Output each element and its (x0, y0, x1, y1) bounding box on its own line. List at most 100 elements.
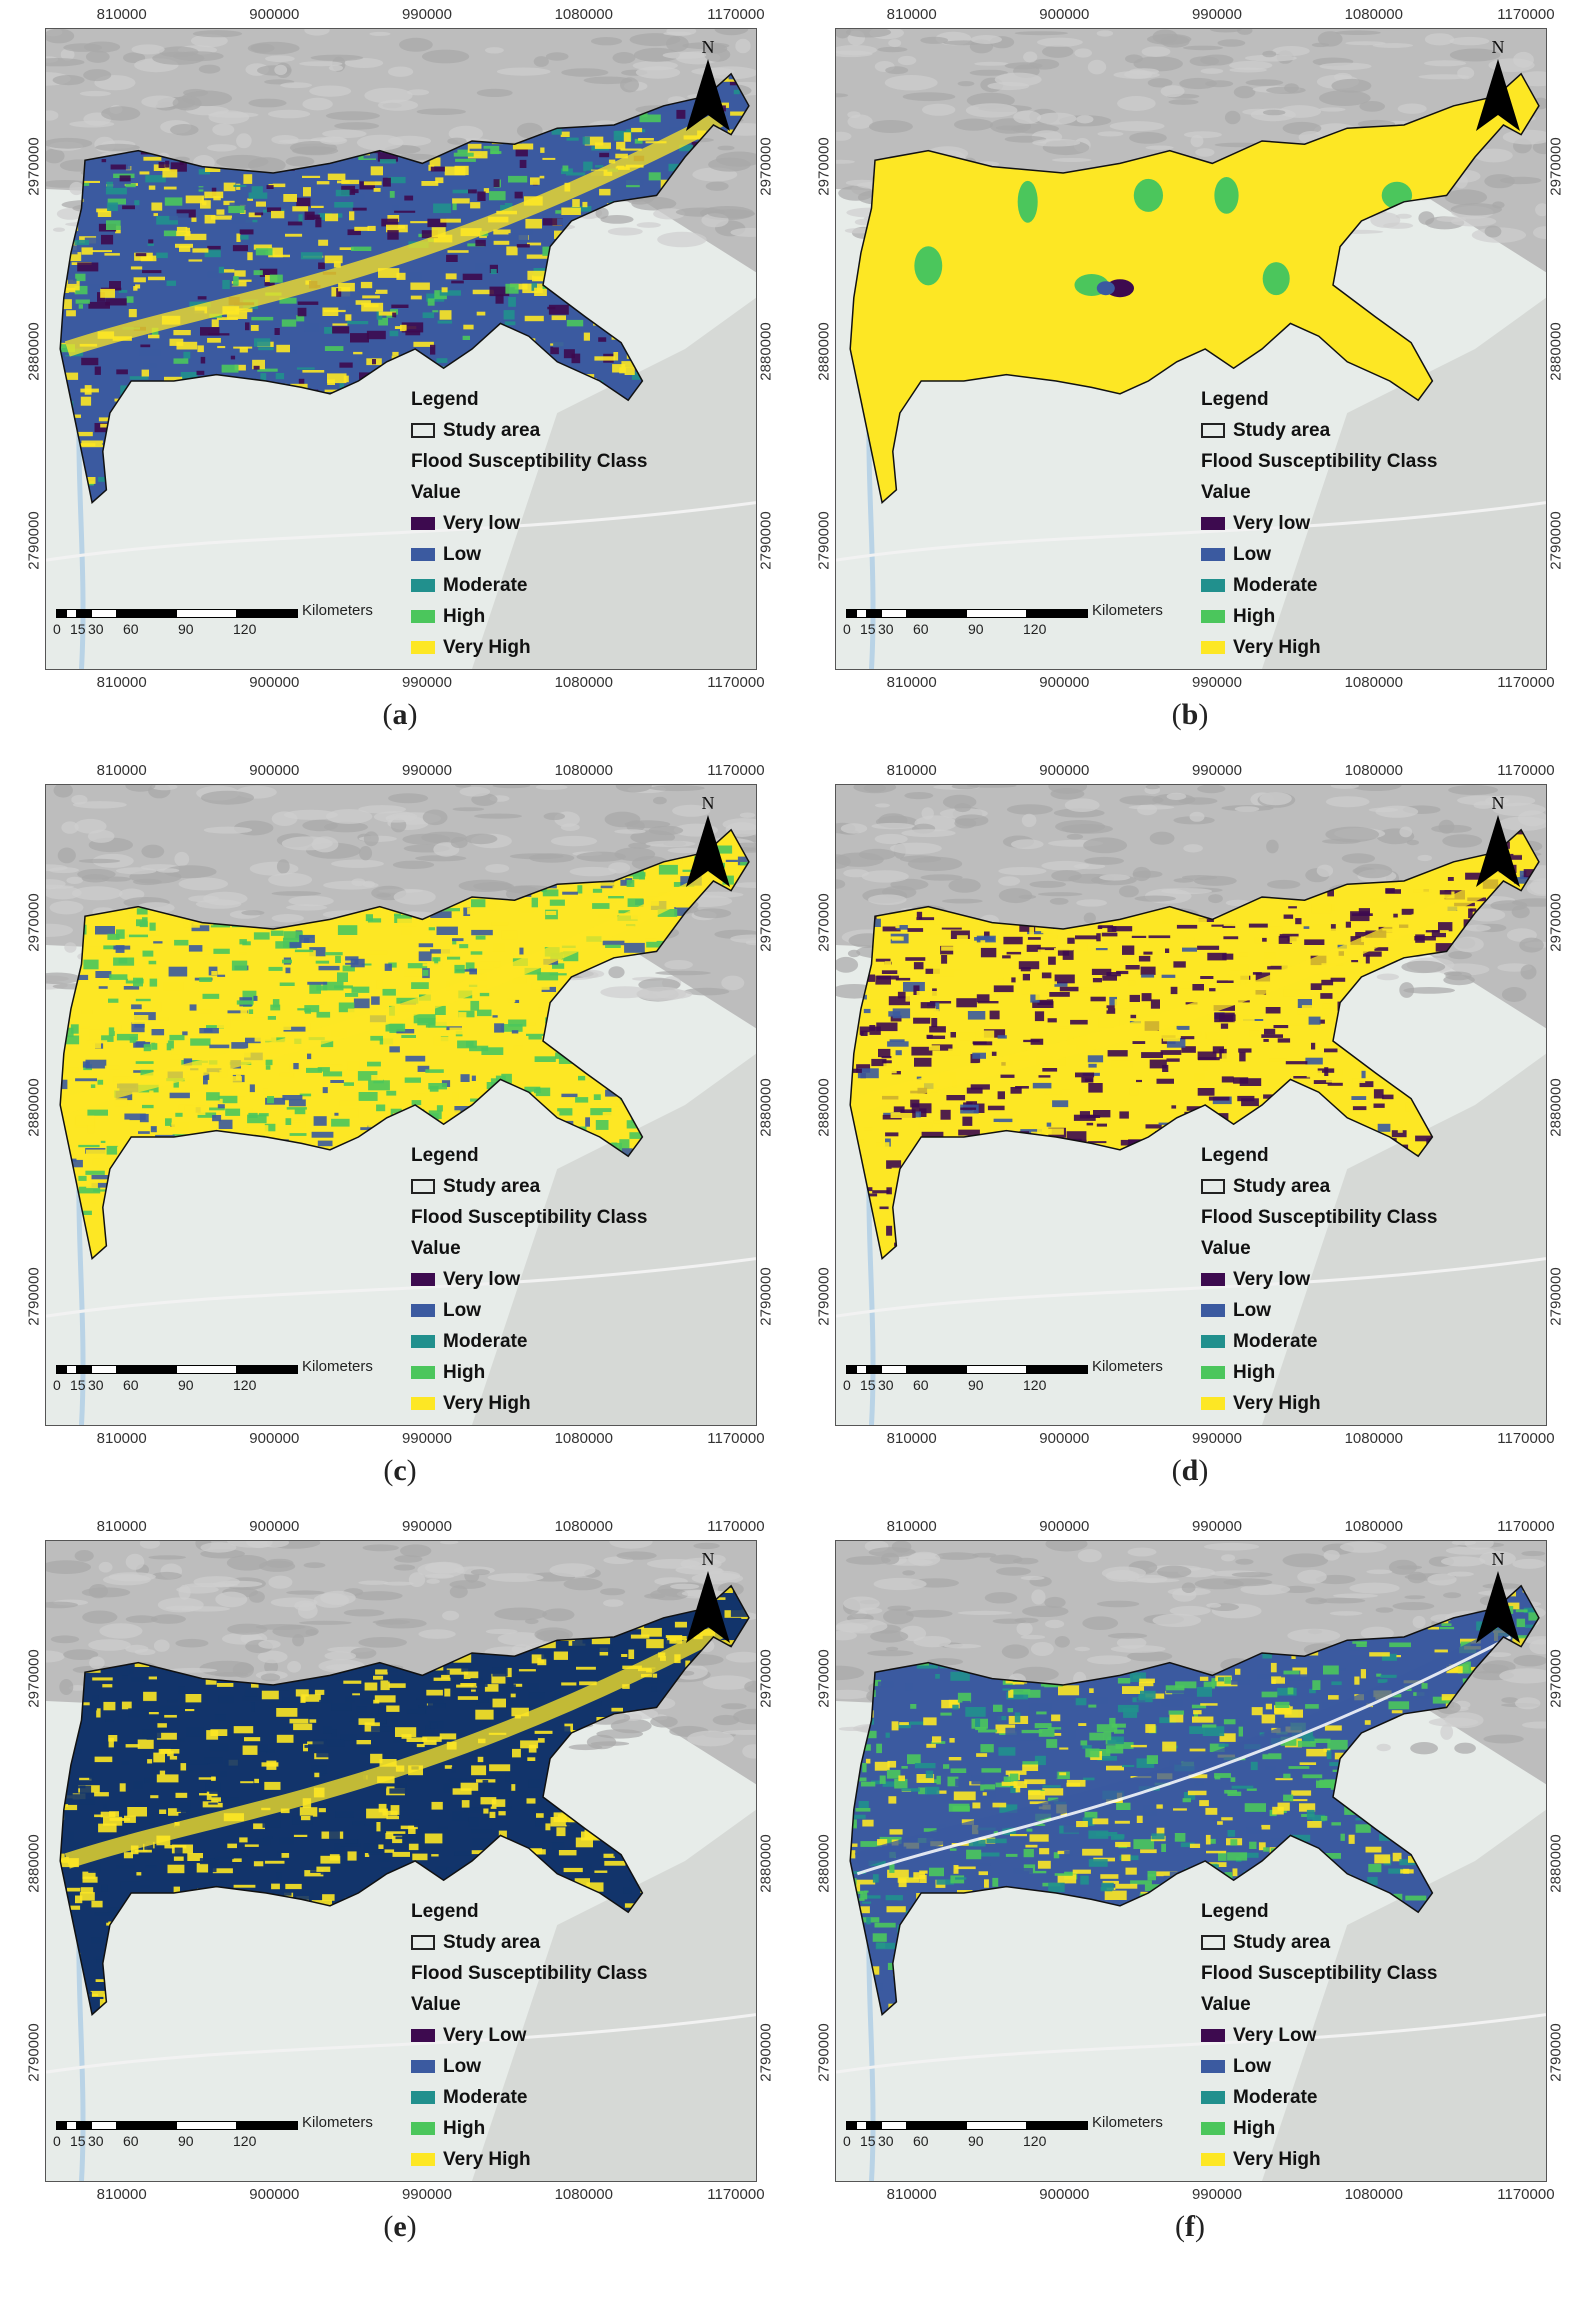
legend-class-low: Low (411, 539, 648, 570)
legend-title: Legend (1201, 384, 1438, 415)
x-tick-label-top: 1170000 (1497, 762, 1555, 779)
x-tick-label-top: 810000 (886, 1518, 937, 1535)
legend-label: Very High (443, 637, 531, 658)
legend-swatch (411, 610, 435, 623)
legend-swatch (411, 2029, 435, 2042)
x-tick-label-bottom: 810000 (886, 674, 937, 691)
svg-text:N: N (1492, 37, 1505, 57)
x-tick-label-top: 990000 (1191, 1518, 1242, 1535)
scale-label: 60 (913, 2133, 929, 2149)
study-area-swatch (1201, 1935, 1225, 1950)
legend-value-title: Value (1201, 477, 1438, 508)
y-tick-label-left: 2790000 (815, 511, 833, 570)
legend-class-low: Low (1201, 539, 1438, 570)
scale-label: 60 (123, 621, 139, 637)
legend-class-moderate: Moderate (411, 1326, 648, 1357)
legend-label: Very low (1233, 1269, 1311, 1290)
map-frame: N Legend Study area Flood Susceptibility Cl… (45, 28, 757, 670)
y-tick-label-left: 2880000 (25, 1834, 43, 1893)
x-tick-label-bottom: 810000 (886, 1430, 937, 1447)
legend-class-low: Low (411, 1295, 648, 1326)
x-tick-label-top: 900000 (249, 6, 300, 23)
x-tick-label-top: 990000 (401, 1518, 452, 1535)
x-tick-label-bottom: 900000 (1039, 1430, 1090, 1447)
y-tick-label-left: 2970000 (25, 892, 43, 952)
x-tick-label-top: 1170000 (1497, 6, 1555, 23)
y-tick-label-left: 2880000 (25, 1078, 43, 1137)
legend: Legend Study area Flood Susceptibility Cla… (411, 1140, 648, 1419)
legend-label: Value (1201, 1238, 1251, 1259)
legend-swatch (411, 1273, 435, 1286)
y-tick-label-left: 2790000 (815, 1267, 833, 1326)
scale-label: 15 (860, 621, 876, 637)
legend-label: Flood Susceptibility Class (1201, 1207, 1438, 1228)
scale-bar: 0 15 30 60 90 120 Kilometers (53, 2114, 373, 2151)
scale-bar: 0 15 30 60 90 120 Kilometers (843, 602, 1163, 639)
legend-swatch (1201, 2091, 1225, 2104)
legend-swatch (411, 548, 435, 561)
legend-title: Legend (411, 1140, 648, 1171)
legend-class-very_high: Very High (411, 2144, 648, 2175)
x-tick-label-bottom: 990000 (401, 674, 452, 691)
legend-label: High (1233, 606, 1276, 627)
panel-caption: (b) (1171, 698, 1209, 731)
legend-label: Low (1233, 544, 1271, 565)
panel-caption: (f) (1175, 2210, 1205, 2243)
study-area-swatch (1201, 1179, 1225, 1194)
x-tick-label-top: 1080000 (554, 1518, 613, 1535)
legend-label: Flood Susceptibility Class (411, 1207, 648, 1228)
x-tick-label-bottom: 1170000 (1497, 674, 1555, 691)
scale-label: 15 (70, 2133, 86, 2149)
study-area-swatch (411, 1935, 435, 1950)
legend-study-area: Study area (1201, 1171, 1438, 1202)
x-tick-label-top: 990000 (1191, 762, 1242, 779)
y-tick-label-right: 2880000 (1547, 322, 1565, 381)
x-tick-label-bottom: 810000 (96, 674, 147, 691)
map-frame: N Legend Study area Flood Susceptibility Cl… (835, 784, 1547, 1426)
scale-label: 90 (968, 1377, 984, 1393)
legend-title: Legend (1201, 1896, 1438, 1927)
y-tick-label-right: 2970000 (757, 136, 775, 196)
scale-label: 30 (88, 2133, 104, 2149)
legend-class-very_low: Very Low (411, 2020, 648, 2051)
legend-value-title: Value (1201, 1989, 1438, 2020)
legend-class-low: Low (411, 2051, 648, 2082)
y-tick-label-left: 2880000 (815, 322, 833, 381)
legend-swatch (1201, 1397, 1225, 1410)
legend-study-area: Study area (411, 415, 648, 446)
x-tick-label-bottom: 1170000 (707, 674, 765, 691)
y-tick-label-left: 2790000 (815, 2023, 833, 2082)
legend-swatch (1201, 1366, 1225, 1379)
legend-class-title: Flood Susceptibility Class (1201, 446, 1438, 477)
legend-label: Moderate (443, 2087, 528, 2108)
y-tick-label-right: 2970000 (1547, 1648, 1565, 1708)
map-canvas (46, 1541, 756, 2181)
x-tick-label-bottom: 810000 (96, 2186, 147, 2203)
legend-label: Study area (1233, 1932, 1331, 1953)
scale-label: 15 (860, 1377, 876, 1393)
study-area-outline (849, 72, 1540, 505)
legend-value-title: Value (1201, 1233, 1438, 1264)
legend-label: Legend (411, 1901, 479, 1922)
svg-text:N: N (702, 793, 715, 813)
x-tick-label-top: 810000 (886, 6, 937, 23)
x-tick-label-top: 1080000 (1344, 1518, 1403, 1535)
x-tick-label-bottom: 1170000 (1497, 2186, 1555, 2203)
y-tick-label-right: 2790000 (757, 1267, 775, 1326)
legend-label: High (443, 2118, 486, 2139)
legend-label: Study area (1233, 1176, 1331, 1197)
y-tick-label-left: 2970000 (25, 136, 43, 196)
map-frame: N Legend Study area Flood Susceptibility Cl… (835, 1540, 1547, 2182)
study-area-outline (59, 1584, 750, 2017)
x-tick-label-bottom: 1170000 (1497, 1430, 1555, 1447)
scale-label: 0 (53, 621, 61, 637)
x-tick-label-bottom: 810000 (96, 1430, 147, 1447)
scale-bar: 0 15 30 60 90 120 Kilometers (843, 2114, 1163, 2151)
scale-label: 0 (843, 621, 851, 637)
y-tick-label-right: 2880000 (757, 1078, 775, 1137)
legend-class-very_high: Very High (1201, 1388, 1438, 1419)
legend-swatch (411, 1366, 435, 1379)
legend-class-title: Flood Susceptibility Class (411, 446, 648, 477)
scale-label: 120 (233, 2133, 257, 2149)
legend-label: Moderate (1233, 1331, 1318, 1352)
